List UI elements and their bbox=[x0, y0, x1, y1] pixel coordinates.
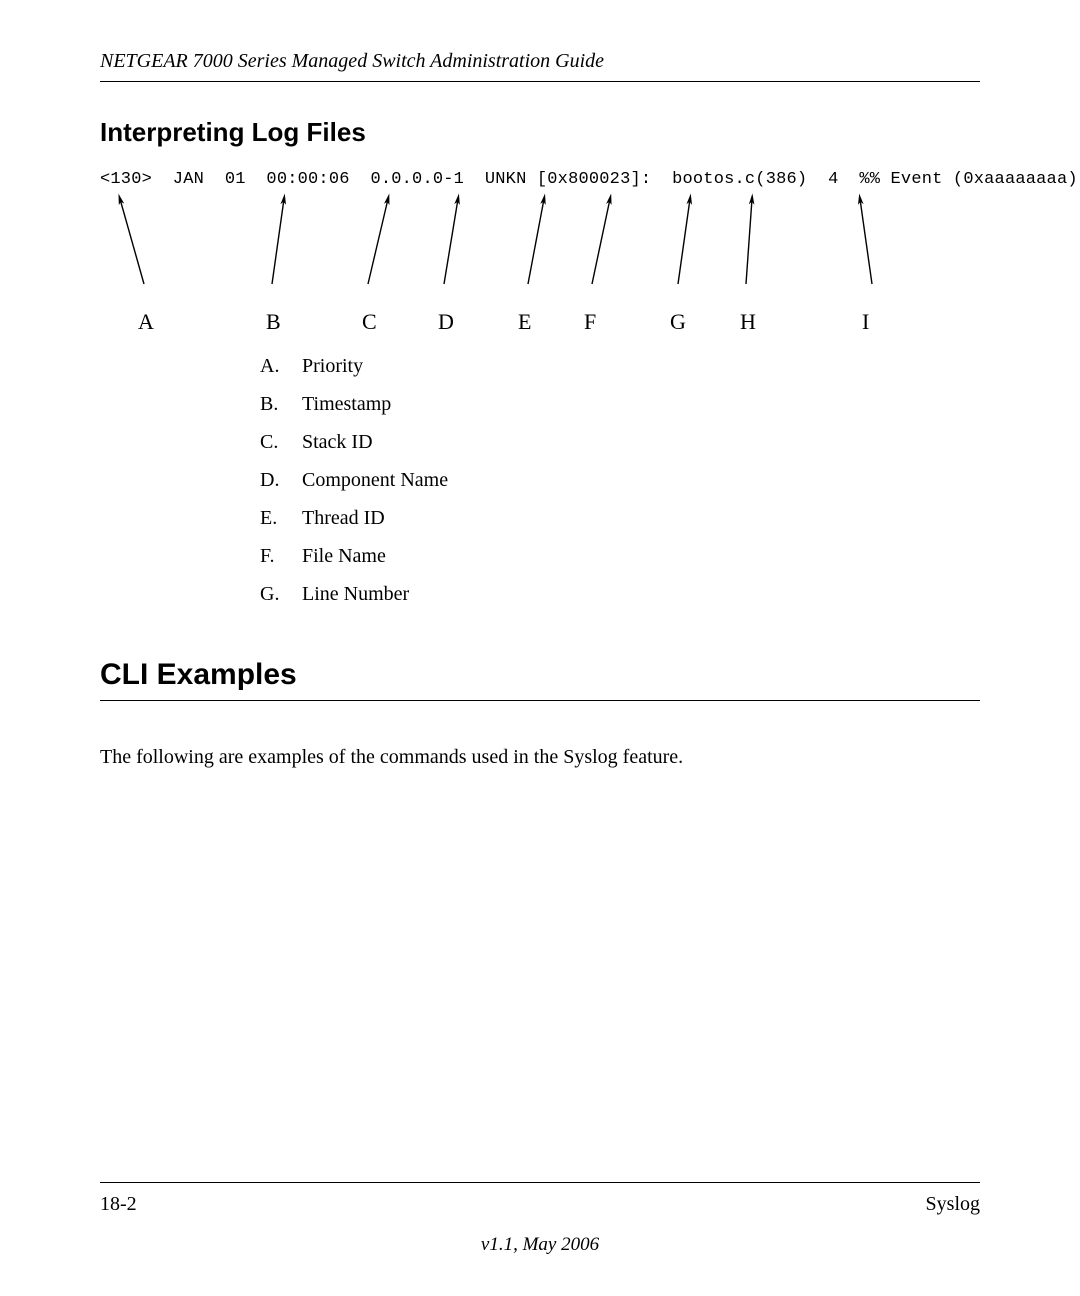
section-heading-cli: CLI Examples bbox=[100, 658, 980, 692]
legend-text: Line Number bbox=[302, 575, 409, 613]
annotation-arrow bbox=[592, 199, 610, 284]
subheading-interpreting: Interpreting Log Files bbox=[100, 117, 980, 148]
diagram-label-row: A B C D E F G H I bbox=[100, 309, 980, 337]
legend-letter: G. bbox=[260, 575, 302, 613]
annotation-arrow bbox=[120, 199, 144, 284]
legend-item: D.Component Name bbox=[260, 461, 980, 499]
legend-letter: B. bbox=[260, 385, 302, 423]
diagram-label: I bbox=[862, 309, 869, 335]
header-rule bbox=[100, 81, 980, 82]
diagram-label: B bbox=[266, 309, 281, 335]
legend-item: A.Priority bbox=[260, 347, 980, 385]
legend-letter: C. bbox=[260, 423, 302, 461]
legend-letter: E. bbox=[260, 499, 302, 537]
annotation-arrow bbox=[860, 199, 872, 284]
annotation-arrow bbox=[368, 199, 388, 284]
diagram-label: A bbox=[138, 309, 154, 335]
legend-text: Thread ID bbox=[302, 499, 385, 537]
legend-item: B.Timestamp bbox=[260, 385, 980, 423]
legend-item: G. Line Number bbox=[260, 575, 980, 613]
footer-page-number: 18-2 bbox=[100, 1193, 137, 1216]
legend-text: File Name bbox=[302, 537, 386, 575]
legend-text: Timestamp bbox=[302, 385, 391, 423]
diagram-label: C bbox=[362, 309, 377, 335]
annotation-arrow bbox=[272, 199, 284, 284]
diagram-label: G bbox=[670, 309, 686, 335]
legend-item: F.File Name bbox=[260, 537, 980, 575]
legend-item: E.Thread ID bbox=[260, 499, 980, 537]
legend-letter: A. bbox=[260, 347, 302, 385]
page-footer: 18-2 Syslog v1.1, May 2006 bbox=[100, 1182, 980, 1256]
diagram-label: E bbox=[518, 309, 531, 335]
document-header: NETGEAR 7000 Series Managed Switch Admin… bbox=[100, 50, 980, 73]
diagram-label: D bbox=[438, 309, 454, 335]
legend-item: C.Stack ID bbox=[260, 423, 980, 461]
footer-section-name: Syslog bbox=[926, 1193, 980, 1216]
legend-text: Stack ID bbox=[302, 423, 373, 461]
diagram-label: H bbox=[740, 309, 756, 335]
legend-letter: F. bbox=[260, 537, 302, 575]
footer-version: v1.1, May 2006 bbox=[100, 1234, 980, 1256]
legend-letter: D. bbox=[260, 461, 302, 499]
legend-list: A.PriorityB.TimestampC.Stack IDD.Compone… bbox=[260, 347, 980, 613]
annotation-arrow bbox=[528, 199, 544, 284]
annotation-arrow bbox=[678, 199, 690, 284]
annotation-arrows-diagram bbox=[100, 189, 980, 309]
diagram-label: F bbox=[584, 309, 596, 335]
legend-text: Priority bbox=[302, 347, 363, 385]
annotation-arrow bbox=[444, 199, 458, 284]
annotation-arrow bbox=[746, 199, 752, 284]
log-example-line: <130> JAN 01 00:00:06 0.0.0.0-1 UNKN [0x… bbox=[100, 170, 980, 189]
footer-rule bbox=[100, 1182, 980, 1183]
section-rule bbox=[100, 700, 980, 701]
legend-text: Component Name bbox=[302, 461, 448, 499]
body-paragraph: The following are examples of the comman… bbox=[100, 741, 980, 773]
